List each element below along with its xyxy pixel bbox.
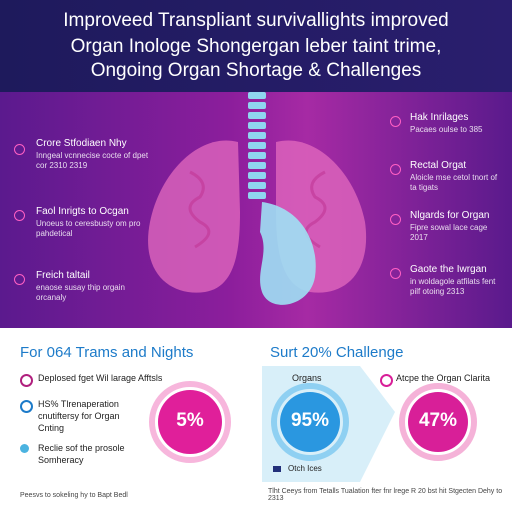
header: Improveed Transpliant survivallights imp… xyxy=(0,0,512,92)
icon xyxy=(14,210,25,221)
item: HS% Tlrenaperation cnutiftersy for Organ… xyxy=(38,399,120,433)
icon xyxy=(390,116,401,127)
icon xyxy=(14,144,25,155)
icon xyxy=(390,268,401,279)
left-label: Freich taltail enaose susay thip orgain o… xyxy=(36,270,154,303)
icon xyxy=(14,274,25,285)
bullet xyxy=(20,400,33,413)
label-title: Hak Inrilages xyxy=(410,112,469,123)
right-label: Gaote the Iwrgan in woldagole atfilats fe… xyxy=(410,264,505,297)
organ-illustration xyxy=(148,92,367,305)
label-title: Faol Inrigts to Ocgan xyxy=(36,206,129,217)
donut-label: 5% xyxy=(176,410,204,431)
item: Reclie sof the prosole Somheracy xyxy=(38,443,125,465)
label-title: Rectal Orgat xyxy=(410,160,467,171)
label-text: Aloicle mse cetol tnort of ta tigats xyxy=(410,173,498,192)
bullet xyxy=(380,374,393,387)
left-label: Faol Inrigts to Ocgan Unoeus to ceresbust… xyxy=(36,206,154,239)
panel-heading: For 064 Trams and Nights xyxy=(20,344,194,361)
label-text: Pacaes oulse to 385 xyxy=(410,125,483,134)
icon xyxy=(390,214,401,225)
label-title: Gaote the Iwrgan xyxy=(410,264,487,275)
bullet xyxy=(20,444,29,453)
label-text: Fipre sowal lace cage 2017 xyxy=(410,223,488,242)
footer-text: Tlht Ceeys from Tetalls Tualation fter f… xyxy=(268,488,503,502)
title-line: Ongoing Organ Shortage & Challenges xyxy=(90,60,422,81)
legend: Otch Ices xyxy=(288,464,322,473)
title-line: Improveed Transpliant survivallights imp… xyxy=(63,10,449,31)
item: Organs xyxy=(292,373,322,383)
label-title: Freich taltail xyxy=(36,270,90,281)
footer-text: Peesvs to sokeling hy to Bapt Bedl xyxy=(20,492,128,499)
bullet xyxy=(20,374,33,387)
panel-heading: Surt 20% Challenge xyxy=(270,344,404,361)
right-label: Hak Inrilages Pacaes oulse to 385 xyxy=(410,112,505,135)
label-text: enaose susay thip orgain orcanaly xyxy=(36,283,125,302)
illustration-panel: Crore Stfodiaen Nhy Inngeal vcnnecise coc… xyxy=(0,92,512,328)
item: Atcpe the Organ Clarita xyxy=(396,373,491,383)
title-line: Organ Inologe Shongergan leber taint tri… xyxy=(70,36,442,57)
item: Deplosed fget Wil larage Afftsls xyxy=(38,373,163,383)
left-label: Crore Stfodiaen Nhy Inngeal vcnnecise coc… xyxy=(36,138,154,171)
icon xyxy=(390,164,401,175)
label-text: Unoeus to ceresbusty om pro pahdetical xyxy=(36,219,141,238)
right-label: Rectal Orgat Aloicle mse cetol tnort of t… xyxy=(410,160,505,193)
donuts xyxy=(149,366,477,482)
label-text: Inngeal vcnnecise cocte of dpet cor 2310… xyxy=(36,151,149,170)
label-title: Nlgards for Organ xyxy=(410,210,490,221)
right-label: Nlgards for Organ Fipre sowal lace cage 2… xyxy=(410,210,505,243)
donut-label: 47% xyxy=(418,410,458,431)
label-text: in woldagole atfilats fent pilf otoing 2… xyxy=(410,277,496,296)
label-title: Crore Stfodiaen Nhy xyxy=(36,138,127,149)
donut-label: 95% xyxy=(290,410,330,431)
